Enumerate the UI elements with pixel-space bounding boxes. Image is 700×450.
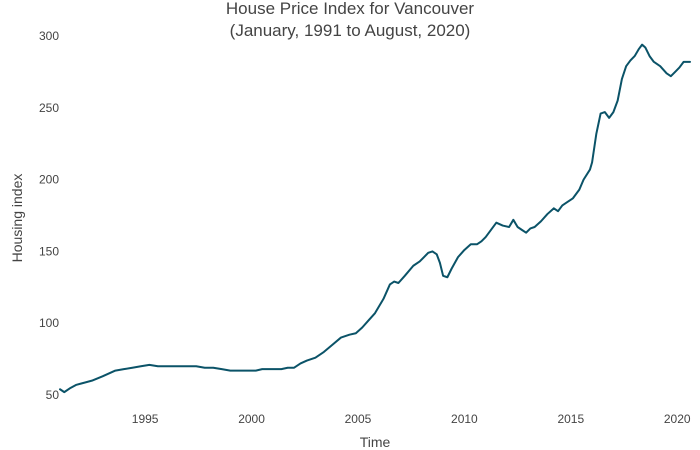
y-tick-label: 200: [39, 173, 59, 187]
chart-subtitle: (January, 1991 to August, 2020): [230, 21, 471, 40]
y-axis-ticks: 50 100 150 200 250 300: [39, 29, 59, 402]
y-tick-label: 50: [46, 388, 60, 402]
x-tick-label: 2000: [238, 412, 265, 426]
x-tick-label: 1995: [132, 412, 159, 426]
chart-title: House Price Index for Vancouver: [226, 0, 475, 18]
y-tick-label: 250: [39, 101, 59, 115]
x-axis-label: Time: [360, 434, 391, 450]
x-tick-label: 2005: [345, 412, 372, 426]
y-axis-label: Housing index: [9, 174, 25, 263]
x-tick-label: 2020: [664, 412, 691, 426]
x-axis-ticks: 1995 2000 2005 2010 2015 2020: [132, 412, 691, 426]
x-tick-label: 2010: [451, 412, 478, 426]
x-tick-label: 2015: [557, 412, 584, 426]
y-tick-label: 100: [39, 316, 59, 330]
y-tick-label: 300: [39, 29, 59, 43]
y-tick-label: 150: [39, 244, 59, 258]
series-line: [59, 43, 691, 394]
series-layer: [59, 43, 691, 394]
